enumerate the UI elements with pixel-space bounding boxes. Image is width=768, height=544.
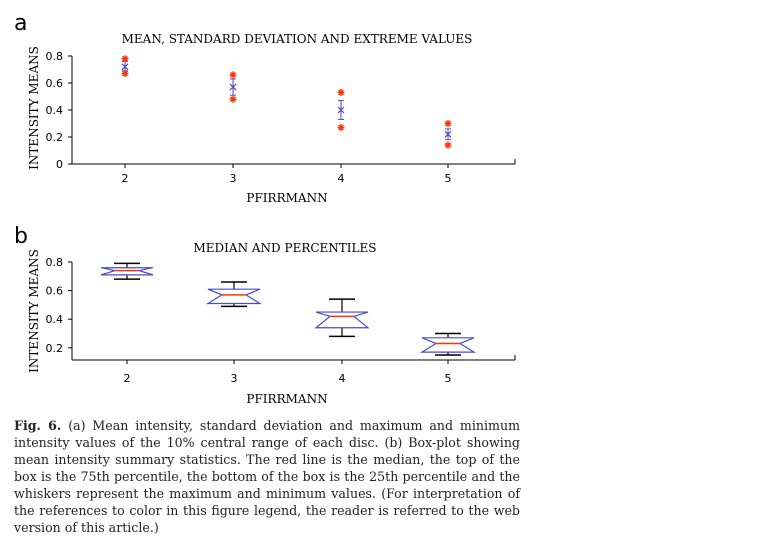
panel-a-ytick-label: 0.2 xyxy=(46,131,64,144)
max-point xyxy=(229,71,237,79)
min-point xyxy=(121,70,129,78)
notched-box xyxy=(419,337,477,353)
panel-a-ytick-label: 0 xyxy=(56,158,63,171)
notched-box xyxy=(205,288,263,305)
panel-a-ytick-label: 0.4 xyxy=(46,104,64,117)
panel-a-xlabel: PFIRRMANN xyxy=(246,191,327,205)
mean-point xyxy=(337,106,345,114)
min-point xyxy=(229,95,237,103)
panel-a-ylabel: INTENSITY MEANS xyxy=(27,46,41,170)
panel-b-ylabel: INTENSITY MEANS xyxy=(27,249,41,373)
panel-a-ytick-label: 0.8 xyxy=(46,50,64,63)
mean-point xyxy=(444,130,452,138)
panel-b-xtick-label: 3 xyxy=(231,372,238,385)
panel-b-xtick-label: 5 xyxy=(445,372,452,385)
panel-a-title: MEAN, STANDARD DEVIATION AND EXTREME VAL… xyxy=(122,32,473,46)
panel-b-xlabel: PFIRRMANN xyxy=(246,392,327,406)
panel-b-ytick-label: 0.4 xyxy=(46,313,64,326)
max-point xyxy=(444,120,452,127)
caption-text: (a) Mean intensity, standard deviation a… xyxy=(14,418,521,535)
panel-a-xtick-label: 4 xyxy=(338,172,345,185)
panel-b-title: MEDIAN AND PERCENTILES xyxy=(194,241,377,255)
panel-a-chart: a MEAN, STANDARD DEVIATION AND EXTREME V… xyxy=(14,11,516,205)
caption-label: Fig. 6. xyxy=(14,418,62,433)
panel-b-ytick-label: 0.6 xyxy=(46,285,64,298)
panel-b-ytick-label: 0.2 xyxy=(46,342,64,355)
panel-b-axes: 0.2 0.4 0.6 0.8 2 3 4 5 xyxy=(46,256,516,385)
max-point xyxy=(121,55,129,63)
notched-box xyxy=(314,311,370,329)
mean-point xyxy=(229,83,237,91)
panel-a-axes: 0 0.2 0.4 0.6 0.8 2 3 4 5 xyxy=(46,50,516,185)
panel-a-xtick-label: 5 xyxy=(445,172,452,185)
panel-a-marks xyxy=(121,55,452,149)
panel-b-letter: b xyxy=(14,224,28,249)
panel-b-marks xyxy=(100,262,477,356)
panel-b-xtick-label: 4 xyxy=(339,372,346,385)
min-point xyxy=(444,141,452,149)
panel-a-letter: a xyxy=(14,11,27,36)
panel-a-xtick-label: 2 xyxy=(122,172,129,185)
mean-point xyxy=(121,63,129,71)
max-point xyxy=(337,88,345,96)
panel-b-xtick-label: 2 xyxy=(124,372,131,385)
panel-b-ytick-label: 0.8 xyxy=(46,256,64,269)
panel-b-chart: b MEDIAN AND PERCENTILES INTENSITY MEANS… xyxy=(14,224,516,406)
figure-caption: Fig. 6. (a) Mean intensity, standard dev… xyxy=(14,417,520,536)
panel-a-ytick-label: 0.6 xyxy=(46,77,64,90)
min-point xyxy=(337,124,345,132)
panel-a-xtick-label: 3 xyxy=(230,172,237,185)
